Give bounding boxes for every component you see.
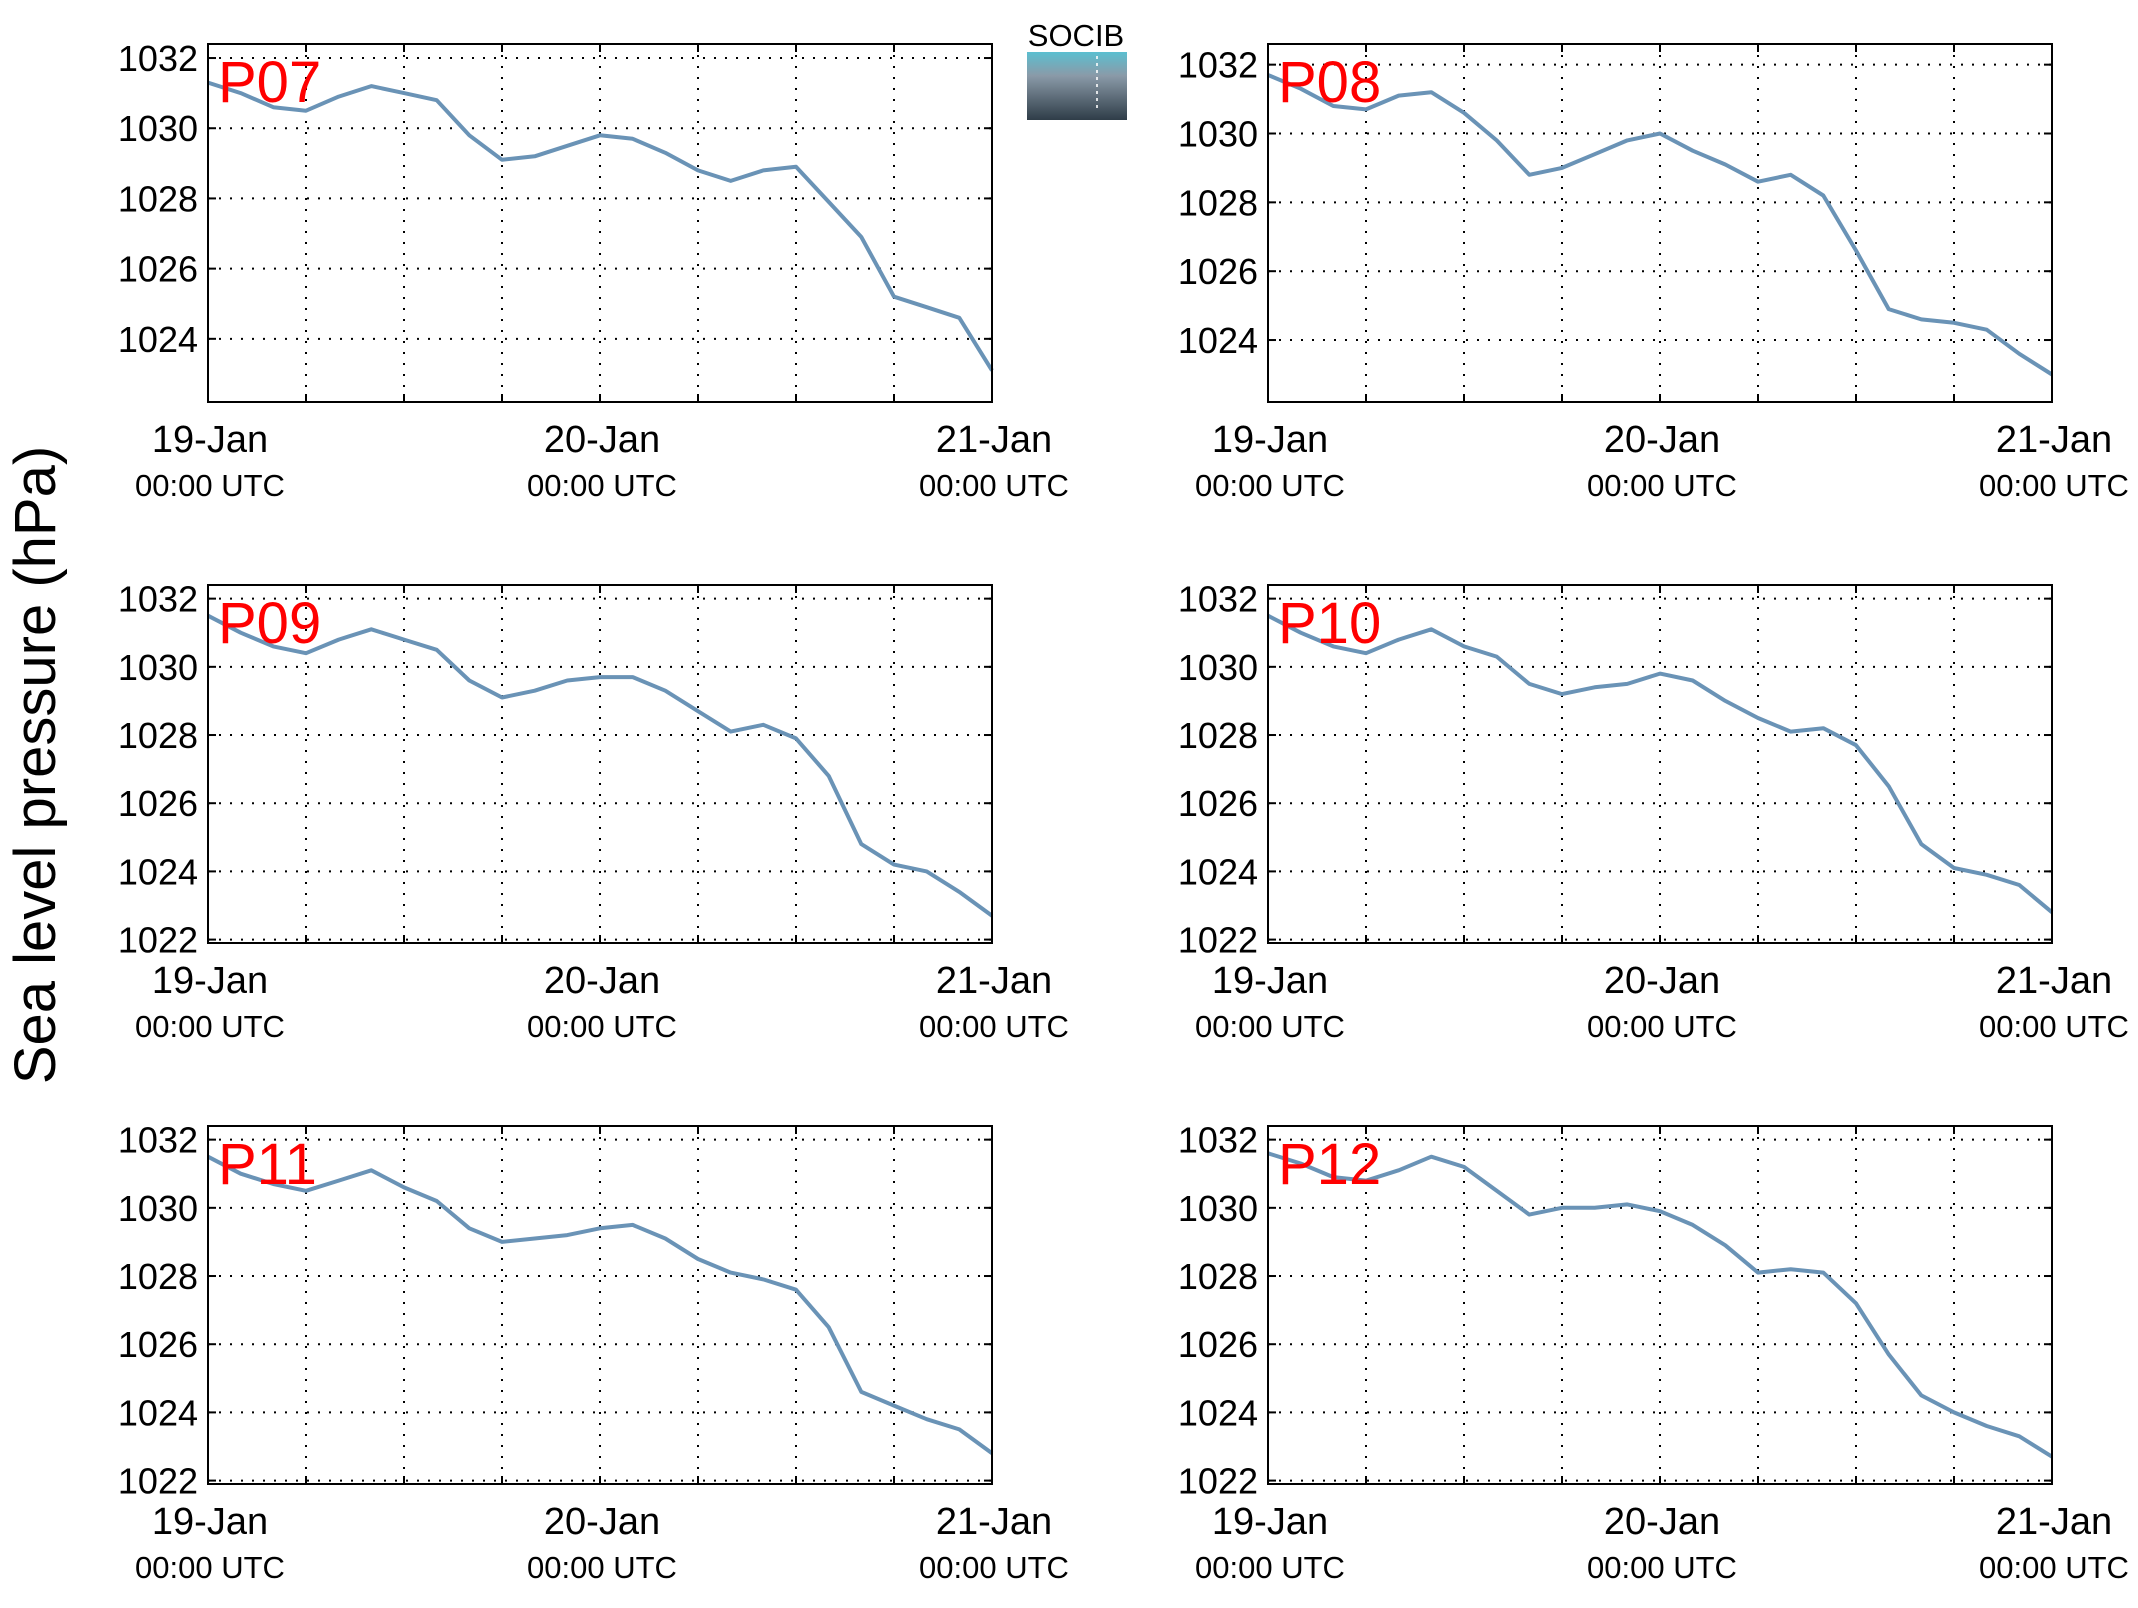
x-tick-label-time: 00:00 UTC: [919, 1009, 1069, 1044]
x-tick-label-time: 00:00 UTC: [527, 468, 677, 503]
x-tick-label-time: 00:00 UTC: [1195, 468, 1345, 503]
panel-p08: P08 1024 1026 1028 1030 1032 19-Jan 00:00 UTC 20…: [1178, 43, 2129, 503]
pressure-series-line: [1267, 1151, 2054, 1459]
x-tick-label-date: 21-Jan: [936, 960, 1052, 1002]
pressure-series-line: [207, 1154, 994, 1455]
y-tick-label: 1022: [1178, 1461, 1258, 1502]
y-tick-label: 1030: [1178, 1188, 1258, 1229]
x-tick-label-time: 00:00 UTC: [1195, 1009, 1345, 1044]
x-tick-label-time: 00:00 UTC: [1587, 468, 1737, 503]
x-tick-label-date: 21-Jan: [936, 1501, 1052, 1543]
y-tick-label: 1032: [1178, 45, 1258, 86]
x-tick-label-date: 21-Jan: [936, 419, 1052, 461]
y-tick-label: 1030: [118, 1188, 198, 1229]
y-tick-label: 1024: [1178, 320, 1258, 361]
y-axis-label: Sea level pressure (hPa): [3, 446, 68, 1084]
y-tick-label: 1024: [118, 319, 198, 360]
y-tick-label: 1032: [118, 579, 198, 620]
x-tick-label-date: 20-Jan: [1604, 419, 1720, 461]
x-tick-label-date: 19-Jan: [1212, 1501, 1328, 1543]
x-tick-label-time: 00:00 UTC: [527, 1550, 677, 1585]
y-tick-label: 1028: [1178, 715, 1258, 756]
y-tick-label: 1026: [1178, 251, 1258, 292]
plot-frame: [207, 1125, 993, 1485]
panel-p10: P10 1022 1024 1026 1028 1030 1032 19-Jan 00:00 U…: [1178, 579, 2129, 1044]
pressure-series-line: [1267, 73, 2054, 377]
x-tick-label-date: 20-Jan: [544, 1501, 660, 1543]
y-tick-label: 1032: [1178, 1120, 1258, 1161]
panel-label: P08: [1278, 50, 1381, 115]
panel-label: P07: [218, 50, 321, 115]
y-tick-label: 1028: [1178, 1256, 1258, 1297]
x-tick-label-time: 00:00 UTC: [1587, 1009, 1737, 1044]
x-tick-label-date: 21-Jan: [1996, 1501, 2112, 1543]
x-tick-label-date: 21-Jan: [1996, 960, 2112, 1002]
y-tick-label: 1030: [1178, 647, 1258, 688]
panel-p07: P07 1024 1026 1028 1030 1032 19-Jan 00:00 UTC 20…: [118, 38, 1069, 503]
panel-p09: P09 1022 1024 1026 1028 1030 1032 19-Jan 00:00 U…: [118, 579, 1069, 1044]
plot-frame: [1267, 43, 2053, 403]
y-tick-label: 1026: [118, 783, 198, 824]
x-tick-label-time: 00:00 UTC: [1195, 1550, 1345, 1585]
x-tick-label-time: 00:00 UTC: [1979, 468, 2129, 503]
y-tick-label: 1028: [118, 715, 198, 756]
y-tick-label: 1026: [118, 1324, 198, 1365]
y-tick-label: 1030: [1178, 114, 1258, 155]
y-tick-label: 1024: [118, 851, 198, 892]
x-tick-label-time: 00:00 UTC: [527, 1009, 677, 1044]
y-tick-label: 1026: [1178, 1324, 1258, 1365]
pressure-series-line: [207, 613, 994, 918]
plot-frame: [1267, 584, 2053, 944]
x-tick-label-time: 00:00 UTC: [1979, 1009, 2129, 1044]
x-tick-label-time: 00:00 UTC: [919, 1550, 1069, 1585]
y-tick-label: 1028: [118, 178, 198, 219]
x-tick-label-time: 00:00 UTC: [135, 468, 285, 503]
x-tick-label-time: 00:00 UTC: [1979, 1550, 2129, 1585]
x-tick-label-time: 00:00 UTC: [135, 1550, 285, 1585]
x-tick-label-date: 20-Jan: [1604, 1501, 1720, 1543]
panel-label: P10: [1278, 591, 1381, 656]
x-tick-label-date: 19-Jan: [152, 419, 268, 461]
y-tick-label: 1024: [1178, 1392, 1258, 1433]
pressure-series-line: [1267, 613, 2054, 914]
x-tick-label-date: 20-Jan: [544, 419, 660, 461]
panel-p12: P12 1022 1024 1026 1028 1030 1032 19-Jan 00:00 U…: [1178, 1120, 2129, 1585]
panel-label: P12: [1278, 1132, 1381, 1197]
panel-p11: P11 1022 1024 1026 1028 1030 1032 19-Jan 00:00 U…: [118, 1120, 1069, 1585]
socib-logo-text: SOCIB: [1028, 18, 1124, 53]
y-tick-label: 1030: [118, 108, 198, 149]
x-tick-label-date: 19-Jan: [1212, 419, 1328, 461]
x-tick-label-date: 20-Jan: [544, 960, 660, 1002]
y-tick-label: 1026: [118, 249, 198, 290]
x-tick-label-date: 19-Jan: [152, 960, 268, 1002]
plot-frame: [1267, 1125, 2053, 1485]
y-tick-label: 1032: [118, 1120, 198, 1161]
socib-logo: SOCIB: [1027, 18, 1127, 120]
x-tick-label-time: 00:00 UTC: [1587, 1550, 1737, 1585]
y-tick-label: 1030: [118, 647, 198, 688]
y-tick-label: 1032: [118, 38, 198, 79]
y-tick-label: 1028: [1178, 182, 1258, 223]
y-tick-label: 1022: [118, 1461, 198, 1502]
x-tick-label-date: 20-Jan: [1604, 960, 1720, 1002]
y-tick-label: 1032: [1178, 579, 1258, 620]
socib-logo-mark: [1027, 52, 1127, 120]
panel-label: P11: [218, 1132, 317, 1197]
pressure-series-line: [207, 80, 994, 372]
x-tick-label-time: 00:00 UTC: [919, 468, 1069, 503]
y-tick-label: 1022: [1178, 920, 1258, 961]
y-tick-label: 1022: [118, 920, 198, 961]
x-tick-label-date: 19-Jan: [152, 1501, 268, 1543]
plot-frame: [207, 43, 993, 403]
panel-label: P09: [218, 591, 321, 656]
plot-frame: [207, 584, 993, 944]
y-tick-label: 1026: [1178, 783, 1258, 824]
y-tick-label: 1024: [118, 1392, 198, 1433]
x-tick-label-date: 19-Jan: [1212, 960, 1328, 1002]
y-tick-label: 1028: [118, 1256, 198, 1297]
y-tick-label: 1024: [1178, 851, 1258, 892]
x-tick-label-time: 00:00 UTC: [135, 1009, 285, 1044]
x-tick-label-date: 21-Jan: [1996, 419, 2112, 461]
